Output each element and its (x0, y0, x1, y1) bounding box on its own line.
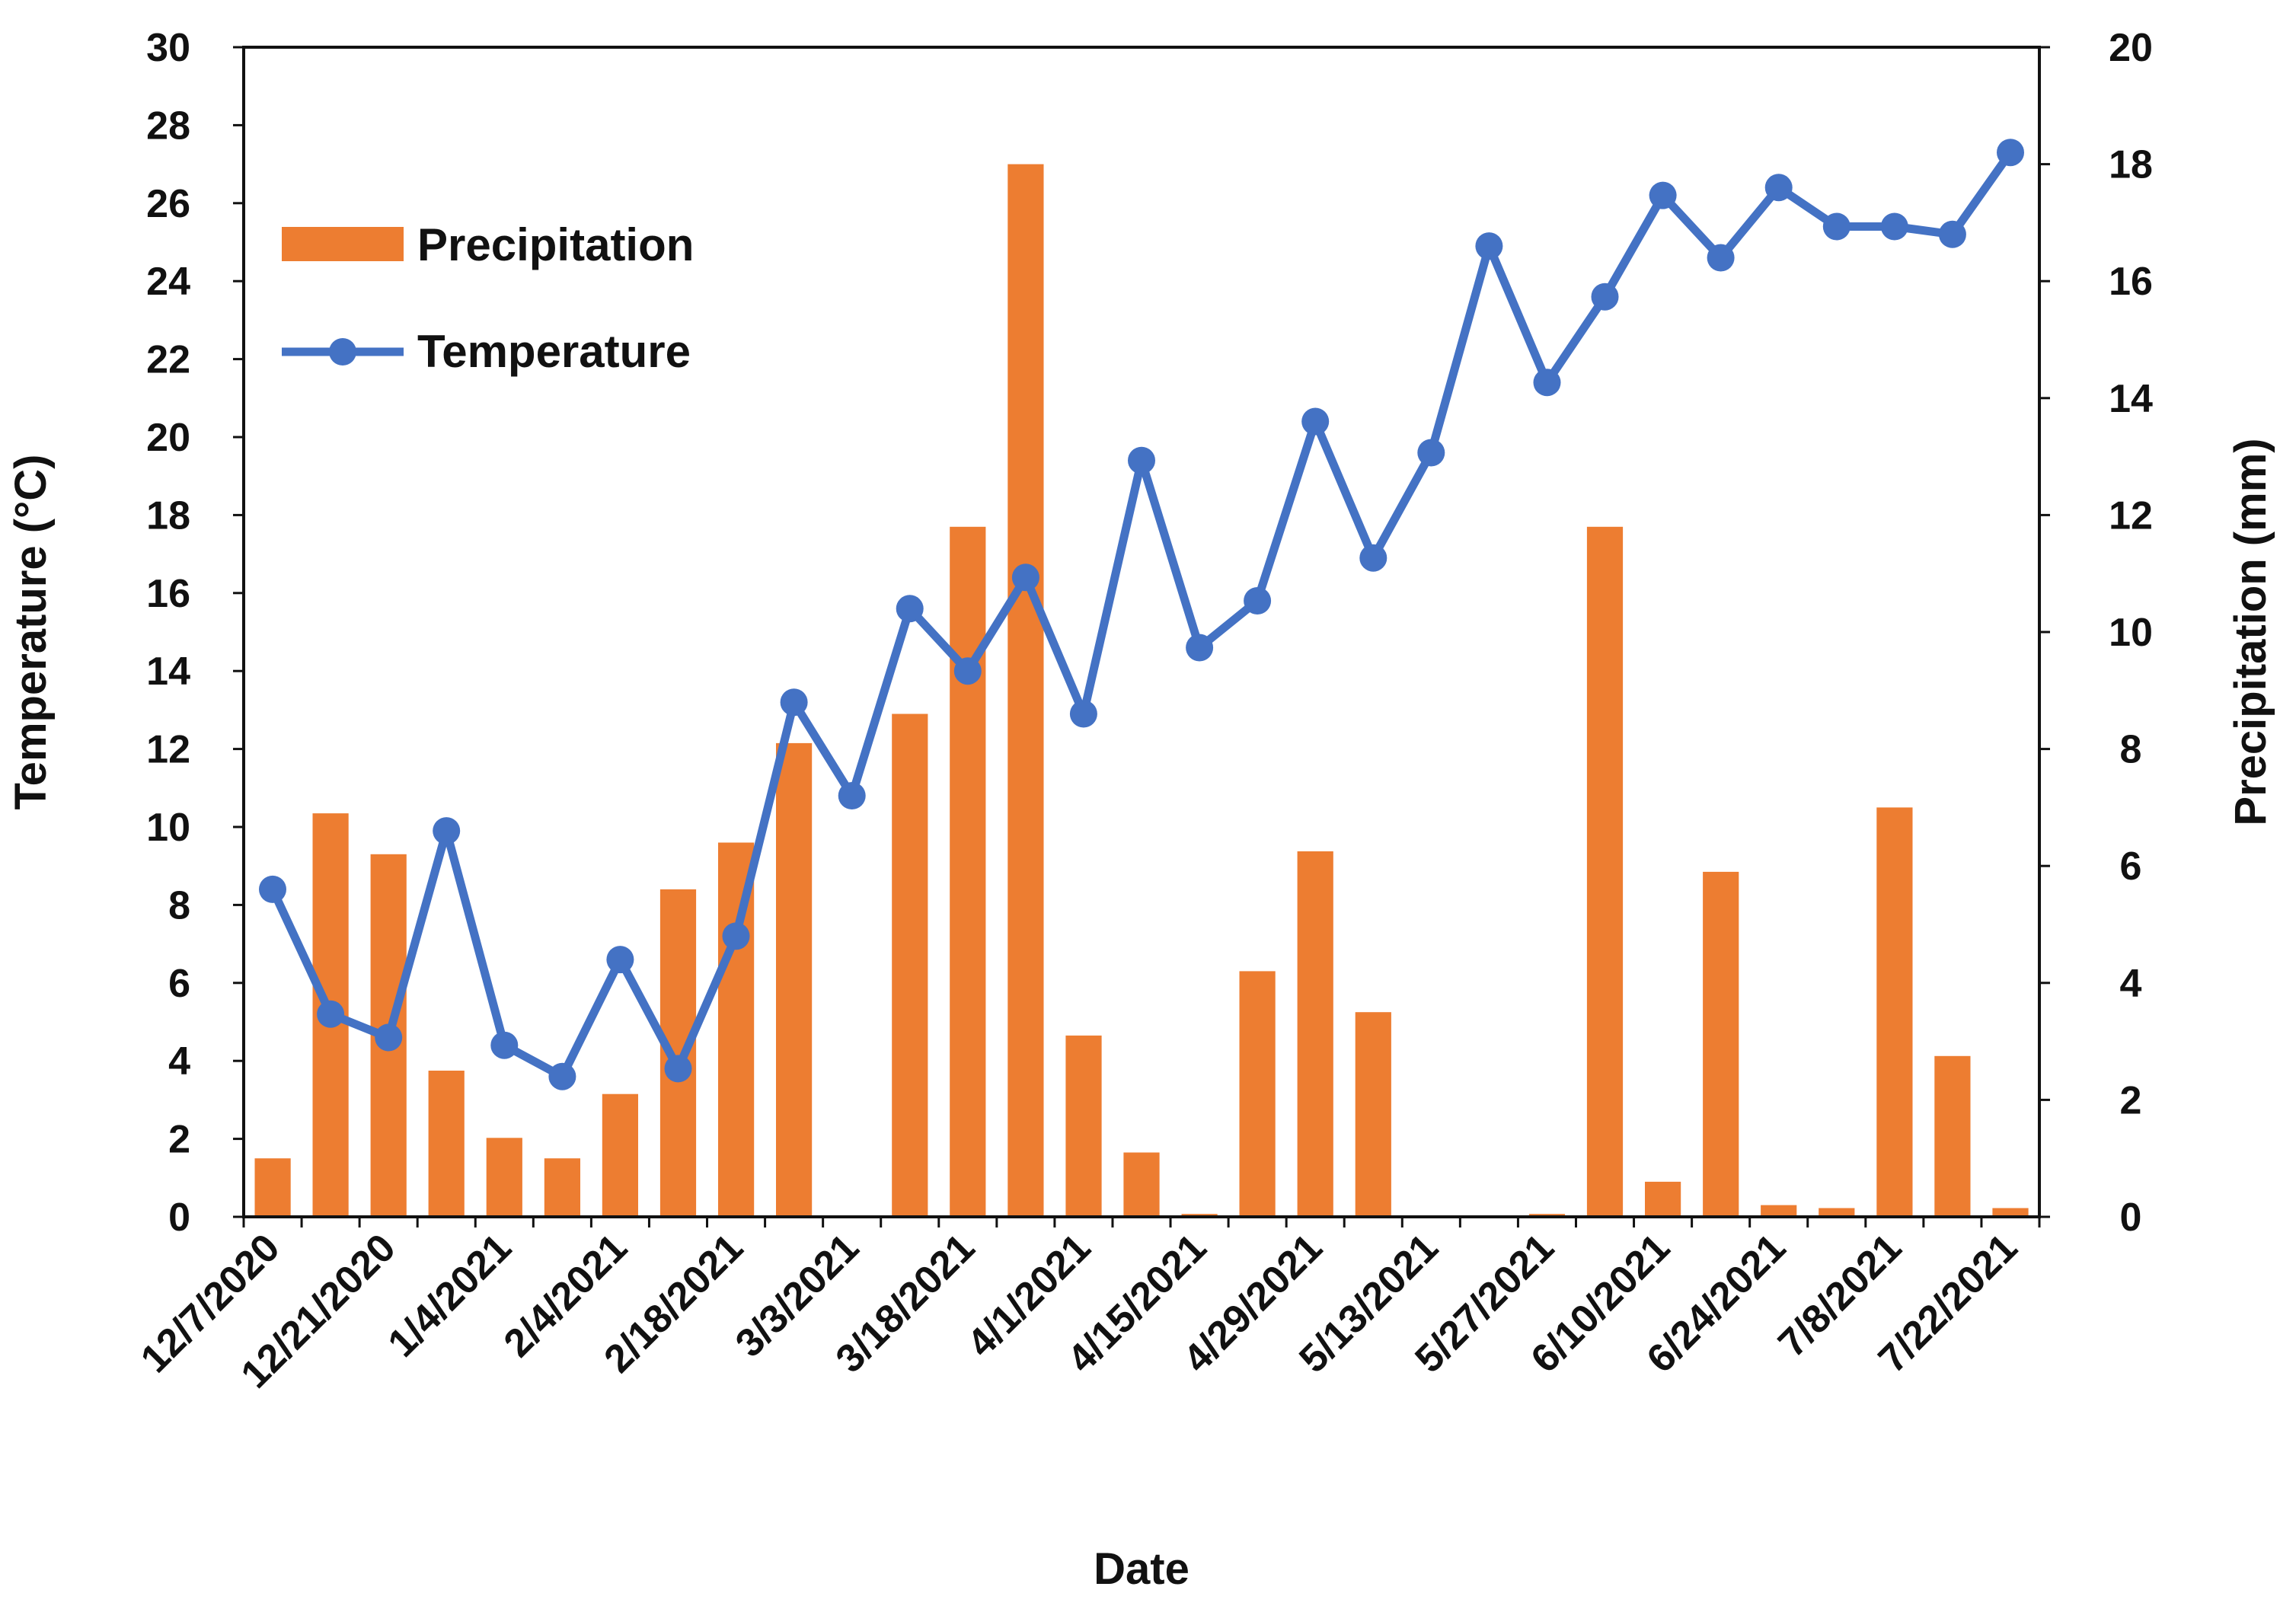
temperature-point (606, 946, 634, 974)
legend-precipitation-swatch (282, 227, 404, 261)
precipitation-bar (950, 526, 986, 1217)
precipitation-bar (486, 1138, 522, 1217)
temperature-point (1764, 174, 1793, 202)
right-tick-label: 2 (2120, 1078, 2142, 1122)
precipitation-bar (544, 1158, 580, 1217)
left-tick-label: 20 (146, 416, 190, 460)
temperature-point (953, 657, 982, 685)
precipitation-bar (718, 842, 755, 1217)
temperature-point (1938, 220, 1966, 248)
precipitation-bar (1645, 1181, 1681, 1217)
legend-precipitation-label: Precipitation (417, 219, 694, 270)
temperature-point (664, 1055, 692, 1083)
temperature-point (1707, 244, 1735, 272)
right-tick-label: 18 (2109, 143, 2153, 187)
right-y-axis-title: Precipitation (mm) (2226, 438, 2275, 825)
precipitation-bar (892, 714, 928, 1217)
temperature-point (548, 1062, 576, 1090)
right-tick-label: 20 (2109, 26, 2153, 70)
precipitation-bar (1007, 164, 1044, 1218)
temperature-markers (259, 139, 2024, 1090)
left-tick-label: 26 (146, 182, 190, 226)
left-tick-label: 30 (146, 26, 190, 70)
left-tick-label: 14 (146, 650, 190, 694)
temperature-point (1301, 407, 1330, 436)
precipitation-bar (1239, 971, 1276, 1217)
right-tick-label: 14 (2109, 377, 2153, 421)
temperature-point (780, 688, 808, 717)
left-tick-label: 12 (146, 728, 190, 772)
left-tick-label: 8 (168, 883, 190, 927)
precipitation-bar (1703, 871, 1739, 1217)
precipitation-bar (254, 1158, 291, 1217)
temperature-point (1997, 139, 2024, 167)
temperature-point (896, 595, 924, 623)
right-tick-label: 6 (2120, 844, 2142, 889)
temperature-point (259, 875, 286, 903)
temperature-point (1533, 369, 1561, 397)
right-tick-label: 0 (2120, 1196, 2142, 1240)
temperature-point (1880, 212, 1908, 241)
left-tick-label: 4 (168, 1039, 190, 1084)
right-tick-label: 16 (2109, 260, 2153, 304)
left-y-axis-title: Temperature (°C) (6, 455, 56, 810)
precipitation-bar (1123, 1152, 1160, 1217)
right-axis-ticks: 0 2 4 6 8 10 12 14 16 18 20 (2039, 26, 2153, 1240)
x-axis-ticks: 12/7/202012/21/20201/4/20212/4/20212/18/… (133, 1217, 2041, 1397)
temperature-point (722, 922, 750, 950)
temperature-point (1417, 439, 1445, 467)
legend: Precipitation Temperature (282, 219, 694, 377)
left-tick-label: 28 (146, 104, 190, 148)
left-tick-label: 22 (146, 338, 190, 382)
temperature-point (1069, 700, 1097, 728)
legend-temperature-label: Temperature (417, 326, 691, 377)
left-tick-label: 10 (146, 806, 190, 850)
x-tick-label: 1/4/2021 (380, 1225, 520, 1365)
temperature-point (1128, 446, 1155, 474)
right-tick-label: 10 (2109, 611, 2153, 655)
precipitation-bar (1586, 526, 1624, 1217)
x-axis-title: Date (1094, 1544, 1190, 1594)
precipitation-bar (1876, 807, 1913, 1217)
right-tick-label: 12 (2109, 493, 2153, 538)
legend-temperature-marker-swatch (329, 338, 356, 366)
left-tick-label: 6 (168, 962, 190, 1006)
left-tick-label: 24 (146, 260, 190, 304)
precipitation-bar (1761, 1205, 1797, 1217)
precipitation-bar (428, 1071, 465, 1217)
temperature-point (1591, 283, 1619, 311)
temperature-series-line (268, 148, 2015, 1081)
temperature-point (375, 1023, 403, 1052)
precipitation-bar (1065, 1035, 1102, 1217)
temperature-point (317, 1000, 345, 1028)
temperature-point (1822, 212, 1851, 241)
right-tick-label: 4 (2120, 962, 2142, 1006)
temperature-point (1186, 634, 1214, 662)
temperature-point (1244, 587, 1272, 615)
precipitation-bar (1934, 1055, 1971, 1217)
precipitation-bar (1355, 1012, 1391, 1217)
temperature-point (1649, 181, 1677, 209)
precipitation-bar (602, 1093, 638, 1217)
temperature-point (490, 1031, 519, 1059)
precipitation-bars (254, 164, 2029, 1218)
temperature-point (1475, 232, 1503, 260)
temperature-line (268, 148, 2015, 1081)
temperature-point (1011, 563, 1039, 592)
left-tick-label: 0 (168, 1196, 190, 1240)
precipitation-bar (1297, 851, 1333, 1217)
temperature-point (1359, 544, 1387, 572)
precipitation-bar (1992, 1208, 2029, 1217)
left-tick-label: 2 (168, 1118, 190, 1162)
temperature-point (433, 817, 461, 845)
right-tick-label: 8 (2120, 728, 2142, 772)
left-tick-label: 16 (146, 572, 190, 616)
left-tick-label: 18 (146, 493, 190, 538)
precipitation-bar (776, 742, 813, 1217)
temperature-point (838, 782, 866, 809)
precipitation-bar (1819, 1208, 1855, 1217)
